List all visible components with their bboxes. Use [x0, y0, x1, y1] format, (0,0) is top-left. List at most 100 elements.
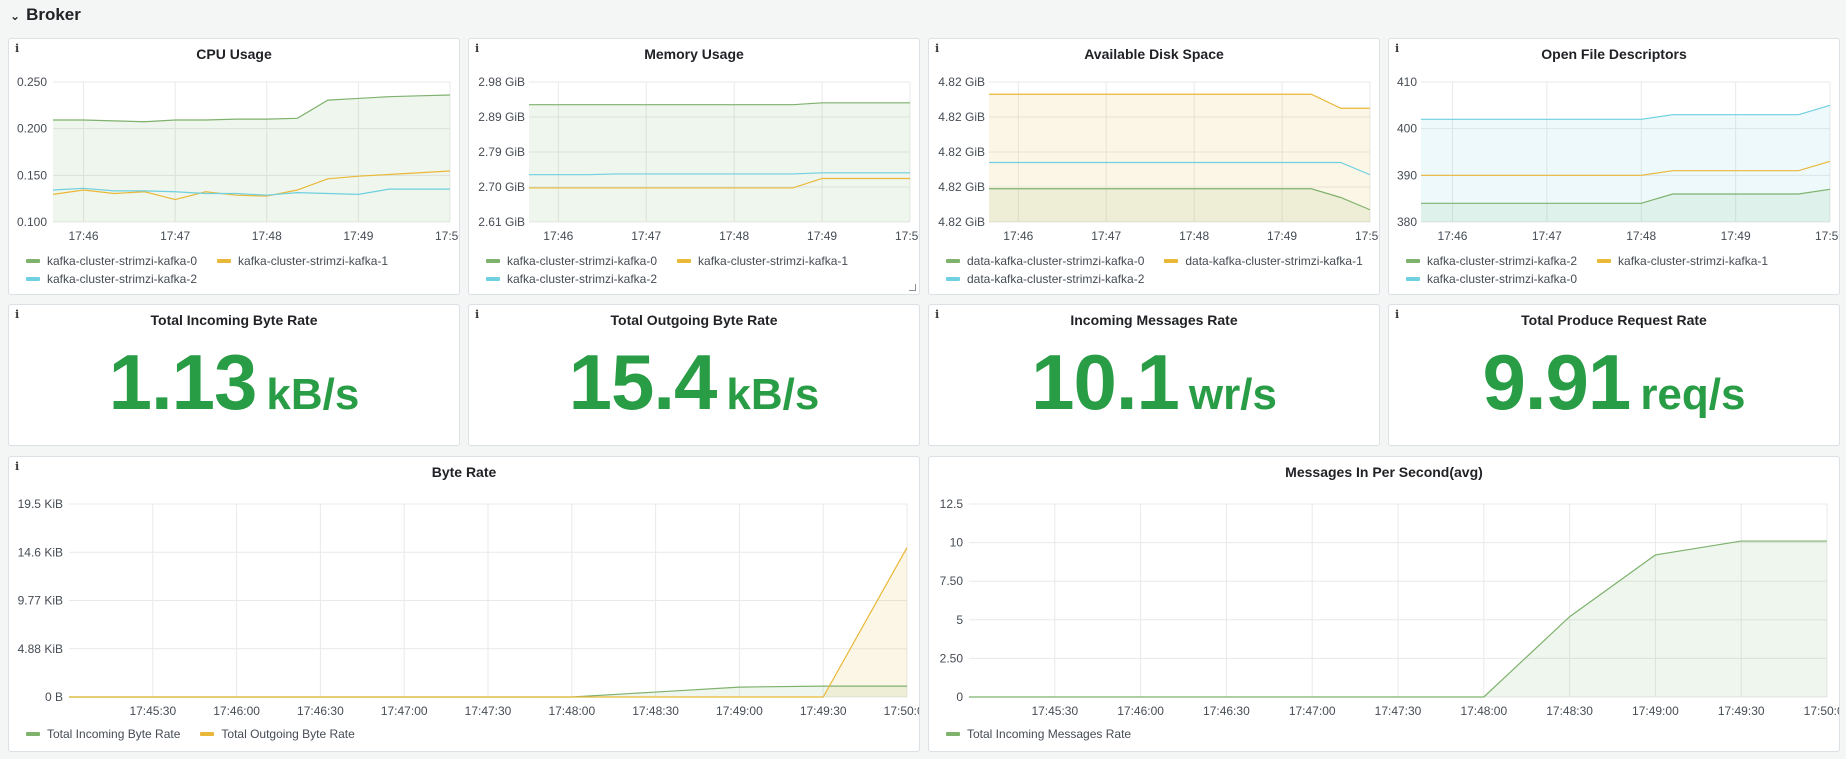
series-line	[989, 188, 1371, 211]
messages-in-per-second-chart: 0 2.50 5 7.50 10 12.5 17:45:30 17:46:00 17:46:30…	[940, 497, 1840, 718]
info-icon[interactable]: i	[1395, 308, 1400, 321]
legend-swatch	[946, 259, 960, 263]
info-icon[interactable]: i	[935, 308, 940, 321]
row-header-broker[interactable]: ⌄ Broker	[10, 4, 81, 26]
legend-label: kafka-cluster-strimzi-kafka-0	[507, 254, 658, 268]
stat-value: 1.13 kB/s	[9, 343, 459, 421]
panel-total-outgoing-byte-rate[interactable]: i Total Outgoing Byte Rate 15.4 kB/s	[468, 304, 920, 446]
x-tick-label: 17:49:00	[716, 704, 763, 718]
x-tick-label: 17:49	[343, 229, 373, 243]
x-tick-label: 17:47	[160, 229, 190, 243]
legend-item[interactable]: kafka-cluster-strimzi-kafka-2	[26, 272, 197, 286]
x-tick-label: 17:49:30	[800, 704, 847, 718]
legend-label: kafka-cluster-strimzi-kafka-0	[1427, 272, 1578, 286]
panel-open-file-descriptors[interactable]: i Open File Descriptors 380 390 400 410 17:4…	[1388, 38, 1840, 295]
series-line	[529, 102, 910, 106]
legend-swatch	[26, 259, 40, 263]
y-tick-label: 4.82 GiB	[938, 215, 985, 229]
series-line	[1421, 160, 1831, 176]
x-tick-label: 17:49	[1267, 229, 1297, 243]
info-icon[interactable]: i	[935, 42, 940, 55]
chevron-down-icon[interactable]: ⌄	[10, 9, 21, 23]
panel-total-produce-request-rate[interactable]: i Total Produce Request Rate 9.91 req/s	[1388, 304, 1840, 446]
x-tick-label: 17:48:30	[1546, 704, 1593, 718]
legend-item[interactable]: kafka-cluster-strimzi-kafka-2	[486, 272, 657, 286]
x-tick-label: 17:47:30	[465, 704, 512, 718]
legend-swatch	[217, 259, 232, 263]
info-icon[interactable]: i	[15, 308, 20, 321]
legend-swatch	[677, 259, 692, 263]
x-tick-label: 17:48	[719, 229, 749, 243]
x-tick-label: 17:50:00	[884, 704, 920, 718]
panel-title[interactable]: Total Outgoing Byte Rate	[610, 312, 778, 328]
panel-cpu-usage[interactable]: i CPU Usage 0.100 0.150 0.200 0.250 17:46 17:…	[8, 38, 460, 295]
legend-item[interactable]: data-kafka-cluster-strimzi-kafka-2	[946, 272, 1144, 286]
panel-title[interactable]: Byte Rate	[431, 464, 497, 480]
panel-title[interactable]: Incoming Messages Rate	[1070, 312, 1238, 328]
panel-title[interactable]: CPU Usage	[196, 46, 272, 62]
legend-swatch	[946, 732, 960, 736]
x-tick-label: 17:50:00	[1804, 704, 1840, 718]
panel-total-incoming-byte-rate[interactable]: i Total Incoming Byte Rate 1.13 kB/s	[8, 304, 460, 446]
panel-title[interactable]: Messages In Per Second(avg)	[1285, 464, 1483, 480]
info-icon[interactable]: i	[475, 42, 480, 55]
x-tick-label: 17:47:30	[1375, 704, 1422, 718]
msgs-legend: Total Incoming Messages Rate	[946, 727, 1831, 741]
panel-byte-rate[interactable]: i Byte Rate 0 B 4.88 KiB 9.77 KiB 14.6 KiB 1…	[8, 456, 920, 752]
legend-item[interactable]: kafka-cluster-strimzi-kafka-1	[677, 254, 848, 268]
series-line	[969, 540, 1827, 698]
legend-item[interactable]: kafka-cluster-strimzi-kafka-1	[1597, 254, 1768, 268]
info-icon[interactable]: i	[475, 308, 480, 321]
x-tick-label: 17:47:00	[381, 704, 428, 718]
x-tick-label: 17:50	[435, 229, 460, 243]
x-tick-label: 17:49:00	[1632, 704, 1679, 718]
open-file-descriptors-chart: 380 390 400 410 17:46 17:47 17:48 17:49 17:50	[1397, 75, 1839, 243]
disk-legend: data-kafka-cluster-strimzi-kafka-0 data-k…	[946, 254, 1371, 286]
panel-available-disk-space[interactable]: i Available Disk Space 4.82 GiB 4.82 GiB 4…	[928, 38, 1380, 295]
panel-title[interactable]: Open File Descriptors	[1541, 46, 1687, 62]
x-tick-label: 17:49	[807, 229, 837, 243]
legend-item[interactable]: kafka-cluster-strimzi-kafka-0	[26, 254, 197, 268]
panel-memory-usage[interactable]: i Memory Usage 2.61 GiB 2.70 GiB 2.79 GiB 2…	[468, 38, 920, 295]
series-area	[1421, 189, 1830, 222]
legend-item[interactable]: Total Incoming Messages Rate	[946, 727, 1131, 741]
panel-title[interactable]: Total Produce Request Rate	[1521, 312, 1707, 328]
legend-item[interactable]: kafka-cluster-strimzi-kafka-0	[1406, 272, 1577, 286]
panel-messages-in-per-second[interactable]: Messages In Per Second(avg) 0 2.50 5 7.50 10…	[928, 456, 1840, 752]
series-line	[52, 170, 451, 201]
resize-handle[interactable]	[909, 284, 916, 291]
panel-incoming-messages-rate[interactable]: i Incoming Messages Rate 10.1 wr/s	[928, 304, 1380, 446]
y-tick-label: 4.82 GiB	[938, 180, 985, 194]
panel-title[interactable]: Memory Usage	[644, 46, 744, 62]
legend-item[interactable]: data-kafka-cluster-strimzi-kafka-1	[1164, 254, 1363, 268]
x-tick-label: 17:45:30	[1031, 704, 1078, 718]
legend-item[interactable]: kafka-cluster-strimzi-kafka-0	[486, 254, 657, 268]
legend-item[interactable]: kafka-cluster-strimzi-kafka-2	[1406, 254, 1577, 268]
stat-number: 15.4	[568, 338, 718, 426]
x-tick-label: 17:46:30	[1203, 704, 1250, 718]
stat-unit: wr/s	[1188, 370, 1277, 419]
info-icon[interactable]: i	[1395, 42, 1400, 55]
y-tick-label: 400	[1397, 122, 1417, 136]
x-tick-label: 17:49:30	[1718, 704, 1765, 718]
series-line	[1421, 104, 1831, 120]
x-tick-label: 17:45:30	[129, 704, 176, 718]
panel-title[interactable]: Available Disk Space	[1084, 46, 1224, 62]
series-area	[53, 94, 450, 222]
series-line	[1421, 188, 1831, 204]
series-line	[53, 94, 451, 123]
legend-item[interactable]: Total Outgoing Byte Rate	[200, 727, 355, 741]
legend-item[interactable]: data-kafka-cluster-strimzi-kafka-0	[946, 254, 1144, 268]
panel-title[interactable]: Total Incoming Byte Rate	[150, 312, 318, 328]
stat-value: 9.91 req/s	[1389, 343, 1839, 421]
legend-label: Total Outgoing Byte Rate	[221, 727, 355, 741]
legend-item[interactable]: Total Incoming Byte Rate	[26, 727, 180, 741]
x-tick-label: 17:50	[1355, 229, 1380, 243]
stat-number: 10.1	[1031, 338, 1180, 426]
info-icon[interactable]: i	[15, 42, 20, 55]
series-area	[989, 188, 1370, 222]
legend-item[interactable]: kafka-cluster-strimzi-kafka-1	[217, 254, 388, 268]
legend-swatch	[1406, 259, 1420, 263]
y-tick-label: 2.61 GiB	[478, 215, 525, 229]
info-icon[interactable]: i	[15, 460, 20, 473]
